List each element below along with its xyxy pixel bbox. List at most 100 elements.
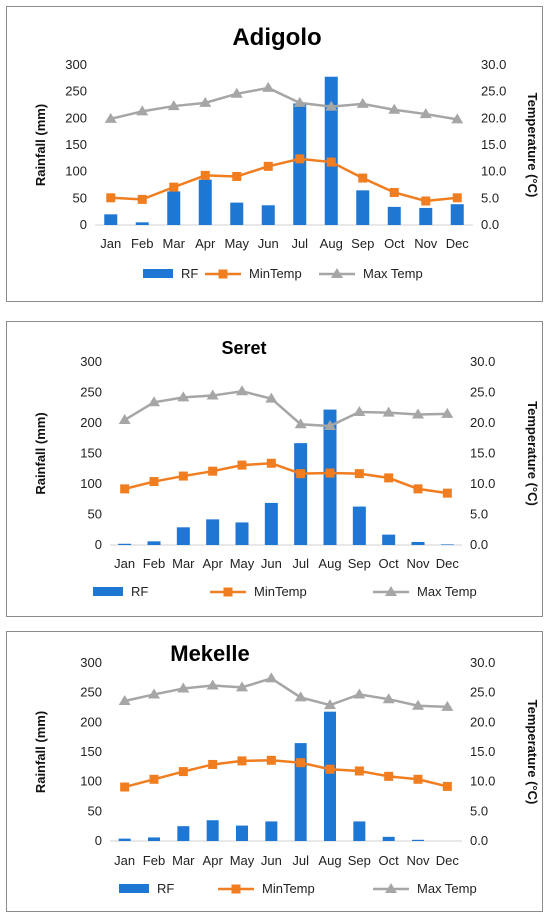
legend-label-rf: RF [181, 266, 198, 281]
min-temp-marker-jun [263, 161, 273, 171]
legend-label-maxtemp: Max Temp [417, 584, 477, 599]
max-temp-marker-may [230, 87, 243, 98]
legend-marker-maxtemp [385, 883, 397, 893]
y-tick-label: 0 [95, 833, 102, 848]
x-tick-label: Sep [351, 236, 374, 251]
x-tick-label: Dec [436, 556, 460, 571]
max-temp-line [110, 86, 458, 121]
rf-bar-sep [353, 821, 366, 841]
x-tick-label: Feb [143, 556, 165, 571]
max-temp-marker-apr [206, 389, 219, 400]
x-tick-label: Aug [318, 853, 341, 868]
legend-swatch-rf [143, 269, 173, 278]
rf-bar-mar [167, 191, 181, 225]
min-temp-marker-jul [296, 469, 306, 479]
rf-bar-jul [294, 443, 308, 545]
x-tick-label: Aug [320, 236, 343, 251]
max-temp-marker-sep [356, 97, 369, 108]
x-tick-label: Jan [100, 236, 121, 251]
y2-axis-label: Temperature (°C) [525, 93, 540, 198]
rf-bar-nov [412, 839, 424, 841]
y-tick-label: 150 [65, 137, 87, 152]
y-tick-label: 300 [80, 655, 102, 670]
rf-bar-sep [352, 506, 366, 545]
y-axis-label: Rainfall (mm) [33, 711, 48, 793]
max-temp-marker-feb [148, 688, 160, 699]
y2-tick-label: 15.0 [470, 446, 495, 461]
max-temp-marker-jul [293, 96, 306, 107]
y2-tick-label: 20.0 [470, 415, 495, 430]
min-temp-marker-jan [120, 782, 130, 792]
x-tick-label: Mar [172, 556, 195, 571]
chart-adigolo: Adigolo 0 50 100 150 200 250 300 0.0 5.0 10.0 15.0 2… [33, 24, 540, 281]
min-temp-marker-feb [137, 194, 147, 204]
legend-swatch-rf [93, 587, 123, 596]
max-temp-marker-dec [451, 113, 464, 124]
y-tick-label: 0 [80, 217, 87, 232]
y2-tick-label: 20.0 [470, 714, 495, 729]
rf-bar-jan [104, 214, 118, 225]
y2-tick-label: 25.0 [470, 685, 495, 700]
min-temp-marker-dec [442, 781, 452, 791]
y-tick-label: 200 [80, 714, 102, 729]
max-temp-marker-oct [388, 103, 401, 114]
y-tick-label: 250 [80, 385, 102, 400]
chart-title: Seret [221, 338, 266, 358]
rf-bar-jan [118, 543, 132, 545]
min-temp-line [124, 759, 448, 789]
y2-tick-label: 5.0 [470, 803, 488, 818]
min-temp-marker-oct [384, 771, 394, 781]
min-temp-marker-jan [120, 484, 130, 494]
rf-bar-jun [261, 205, 275, 225]
min-temp-line [110, 157, 458, 203]
max-temp-marker-jun [265, 392, 278, 403]
rf-bar-dec [450, 204, 464, 225]
max-temp-line [124, 677, 448, 709]
max-temp-marker-aug [325, 100, 338, 111]
min-temp-marker-mar [169, 182, 179, 192]
min-temp-marker-aug [326, 157, 336, 167]
min-temp-line [124, 461, 448, 495]
max-temp-marker-sep [353, 688, 366, 699]
y2-tick-label: 15.0 [481, 137, 506, 152]
y-tick-label: 150 [80, 744, 102, 759]
y-tick-label: 200 [65, 110, 87, 125]
y2-tick-label: 10.0 [470, 476, 495, 491]
min-temp-marker-aug [325, 468, 335, 478]
y2-tick-label: 30.0 [470, 354, 495, 369]
rf-bar-oct [382, 534, 396, 545]
max-temp-marker-jul [294, 418, 307, 429]
max-temp-marker-oct [382, 693, 395, 704]
y2-tick-label: 0.0 [470, 833, 488, 848]
max-temp-marker-oct [382, 406, 395, 417]
x-tick-label: Nov [406, 556, 430, 571]
chart-mekelle: Mekelle 0 50 100 150 200 250 300 0.0 5.0 10.0 15.0 2… [33, 641, 540, 896]
x-tick-label: Apr [195, 236, 216, 251]
y2-tick-label: 5.0 [481, 190, 499, 205]
y-tick-label: 300 [65, 57, 87, 72]
legend-label-rf: RF [157, 881, 174, 896]
y2-tick-label: 10.0 [481, 164, 506, 179]
y-tick-label: 300 [80, 354, 102, 369]
max-temp-marker-jan [118, 694, 131, 705]
max-temp-marker-sep [353, 406, 366, 417]
max-temp-marker-mar [177, 391, 190, 402]
rf-bar-mar [177, 826, 190, 841]
min-temp-marker-oct [384, 473, 394, 483]
x-tick-label: Jun [261, 556, 282, 571]
y-tick-label: 200 [80, 415, 102, 430]
max-temp-marker-nov [419, 108, 432, 119]
x-tick-label: Oct [384, 236, 405, 251]
y2-tick-label: 15.0 [470, 744, 495, 759]
x-tick-label: Nov [406, 853, 430, 868]
x-tick-label: May [230, 853, 255, 868]
x-tick-label: Mar [163, 236, 186, 251]
chart-seret: Seret 0 50 100 150 200 250 300 0.0 5.0 10.0 15.0 20.… [33, 338, 540, 599]
x-tick-label: Nov [414, 236, 438, 251]
min-temp-marker-feb [149, 774, 159, 784]
x-tick-label: Jul [292, 853, 309, 868]
min-temp-marker-sep [354, 469, 364, 479]
y-tick-label: 0 [95, 537, 102, 552]
rf-bar-jun [264, 502, 278, 545]
x-tick-label: Jul [292, 556, 309, 571]
